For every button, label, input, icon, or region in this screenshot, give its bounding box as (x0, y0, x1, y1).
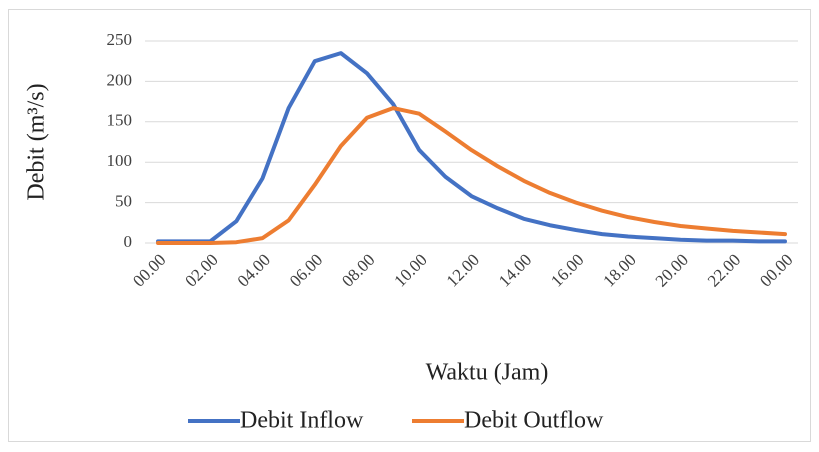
y-tick-label: 0 (124, 232, 133, 251)
y-axis-title: Debit (m³/s) (24, 83, 50, 200)
series-line (156, 106, 787, 245)
legend-label: Debit Outflow (464, 408, 604, 434)
y-tick-label: 150 (107, 111, 133, 130)
y-tick-label: 100 (107, 151, 133, 170)
x-axis-title: Waktu (Jam) (426, 360, 549, 386)
legend-label: Debit Inflow (240, 408, 364, 434)
y-tick-label: 250 (107, 30, 133, 49)
y-tick-label: 200 (107, 70, 133, 89)
series-line (156, 51, 787, 244)
y-tick-label: 50 (115, 192, 132, 211)
